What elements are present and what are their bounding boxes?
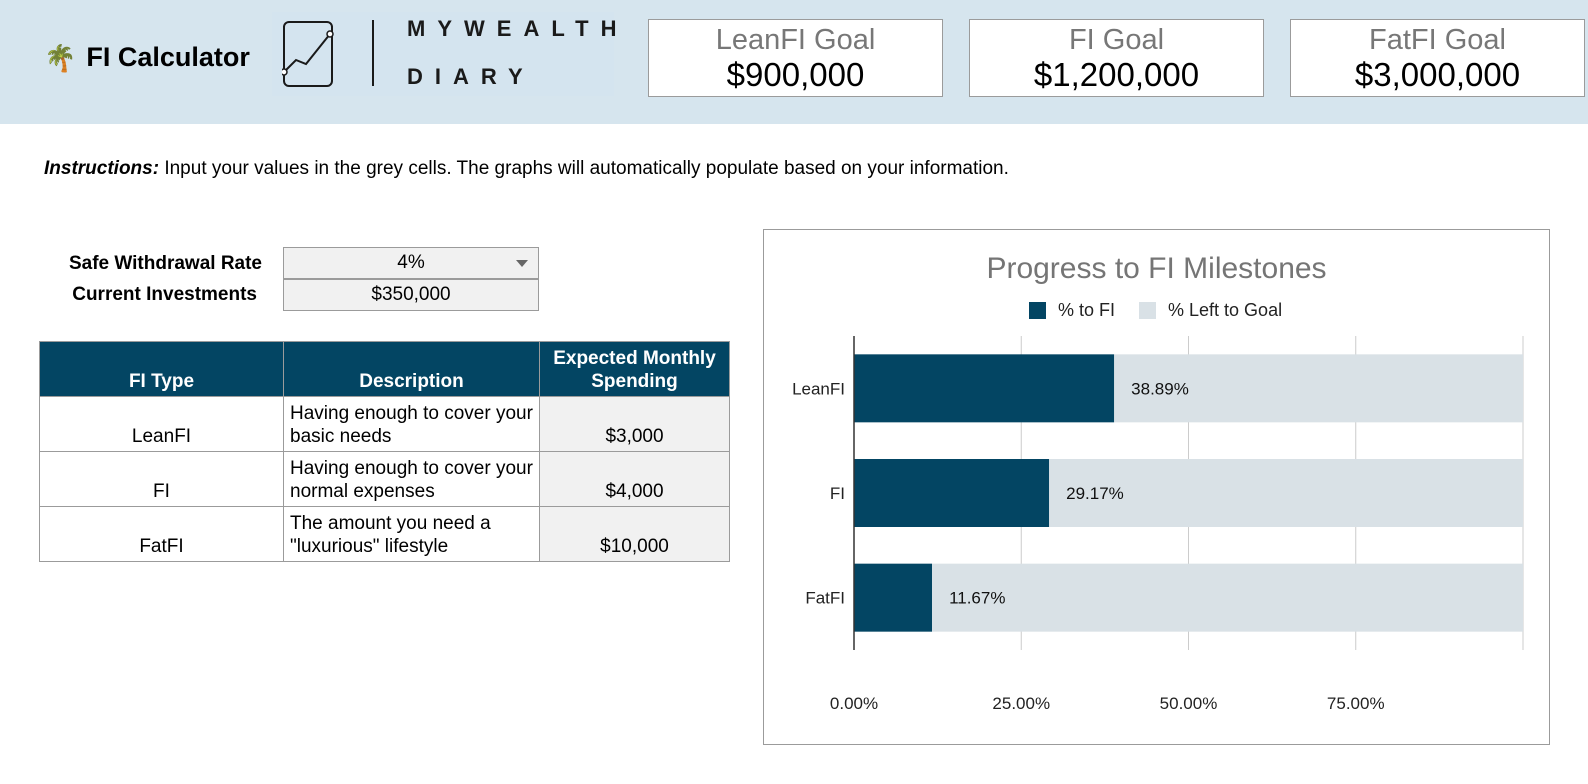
header-bar: 🌴 FI Calculator MYWEALTH DIARY LeanFI Go… <box>0 0 1588 124</box>
logo-divider <box>372 20 374 86</box>
chart-plot: 38.89% LeanFI 29.17% FI 11.67% FatFI 0.00% 25.0… <box>792 336 1524 713</box>
x-tick-label: 0.00% <box>830 694 878 713</box>
instructions: Instructions: Input your values in the g… <box>44 158 1009 180</box>
category-label: FI <box>830 484 845 503</box>
swr-label: Safe Withdrawal Rate <box>68 253 262 274</box>
investments-input[interactable]: $350,000 <box>283 279 539 311</box>
category-label: LeanFI <box>792 379 845 398</box>
progress-chart: Progress to FI Milestones % to FI % Left… <box>763 229 1550 745</box>
cell-description: Having enough to cover your basic needs <box>283 396 540 452</box>
app-title: 🌴 FI Calculator <box>44 42 250 73</box>
legend-label: % to FI <box>1058 300 1116 320</box>
instructions-text: Input your values in the grey cells. The… <box>159 158 1009 179</box>
col-header-description: Description <box>283 341 540 397</box>
col-header-fi-type: FI Type <box>39 341 284 397</box>
cell-fi-type: FI <box>39 451 284 507</box>
fatfi-goal-card: FatFI Goal $3,000,000 <box>1290 19 1585 97</box>
table-row: FatFI The amount you need a "luxurious" … <box>39 506 730 562</box>
logo-text-line2: DIARY <box>407 64 535 89</box>
cell-description: Having enough to cover your normal expen… <box>283 451 540 507</box>
goal-value: $1,200,000 <box>1033 56 1200 93</box>
table-row: LeanFI Having enough to cover your basic… <box>39 396 730 452</box>
bar-to-fi <box>854 459 1050 527</box>
legend-swatch <box>1139 302 1157 319</box>
bar-to-fi <box>854 563 933 632</box>
investments-label: Current Investments <box>72 284 257 305</box>
mywealth-logo: MYWEALTH DIARY <box>272 12 616 96</box>
x-tick-label: 25.00% <box>992 694 1050 713</box>
app-title-text: FI Calculator <box>86 42 250 72</box>
palm-tree-icon: 🌴 <box>44 42 77 73</box>
chart-title: Progress to FI Milestones <box>986 252 1327 285</box>
leanfi-goal-card: LeanFI Goal $900,000 <box>648 19 943 97</box>
data-label: 11.67% <box>949 589 1005 608</box>
chart-legend: % to FI % Left to Goal <box>1029 300 1306 321</box>
cell-fi-type: LeanFI <box>39 396 284 452</box>
table-row: FI Having enough to cover your normal ex… <box>39 451 730 507</box>
x-tick-label: 75.00% <box>1327 694 1385 713</box>
dropdown-caret-icon[interactable] <box>516 260 528 267</box>
goal-value: $900,000 <box>726 56 865 93</box>
x-tick-label: 50.00% <box>1160 694 1218 713</box>
data-label: 29.17% <box>1066 484 1124 503</box>
data-label: 38.89% <box>1131 379 1189 398</box>
bar-to-fi <box>854 354 1115 423</box>
category-label: FatFI <box>805 589 845 608</box>
fi-goal-card: FI Goal $1,200,000 <box>969 19 1264 97</box>
cell-spending-input[interactable]: $3,000 <box>539 396 730 452</box>
swr-value: 4% <box>397 252 425 273</box>
swr-select[interactable]: 4% <box>283 247 539 279</box>
investments-value: $350,000 <box>371 284 451 305</box>
fi-types-table: FI Type Description Expected Monthly Spe… <box>39 341 730 562</box>
goal-label: LeanFI Goal <box>715 24 876 56</box>
legend-label: % Left to Goal <box>1168 300 1283 320</box>
legend-item-to-fi: % to FI <box>1029 300 1115 321</box>
legend-swatch <box>1029 302 1046 319</box>
instructions-label: Instructions: <box>44 158 160 179</box>
cell-spending-input[interactable]: $4,000 <box>539 451 730 507</box>
col-header-spending: Expected Monthly Spending <box>539 341 730 397</box>
cell-fi-type: FatFI <box>39 506 284 562</box>
cell-spending-input[interactable]: $10,000 <box>539 506 730 562</box>
bar-left-to-goal <box>1114 354 1523 423</box>
legend-item-left-to-goal: % Left to Goal <box>1139 300 1282 321</box>
goal-value: $3,000,000 <box>1354 56 1521 93</box>
cell-description: The amount you need a "luxurious" lifest… <box>283 506 540 562</box>
bar-left-to-goal <box>932 563 1523 632</box>
table-header-row: FI Type Description Expected Monthly Spe… <box>39 341 730 397</box>
goal-label: FI Goal <box>1068 24 1165 56</box>
bar-left-to-goal <box>1049 459 1523 527</box>
chart-line-icon <box>282 21 334 87</box>
goal-label: FatFI Goal <box>1369 24 1506 56</box>
logo-text-line1: MYWEALTH <box>407 16 629 41</box>
